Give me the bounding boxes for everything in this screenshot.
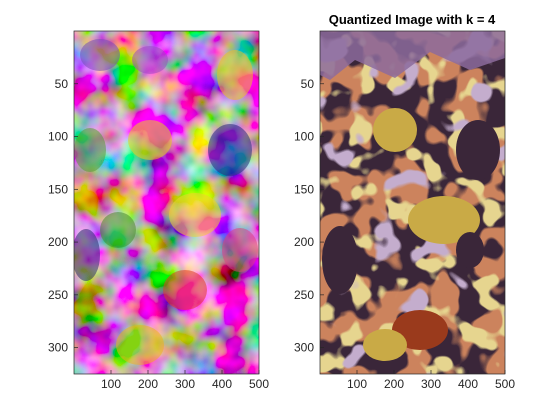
left-xtick-label: 100 [101,377,121,391]
right-ytick-label: 300 [294,341,314,355]
left-ytick-label: 50 [55,77,69,91]
original-image [72,31,259,374]
right-xtick-label: 200 [384,377,404,391]
left-xtick-label: 300 [175,377,195,391]
right-ytick-label: 200 [294,235,314,249]
right-ytick-label: 150 [294,182,314,196]
right-xtick-label: 300 [421,377,441,391]
quantized-image-title: Quantized Image with k = 4 [329,12,496,27]
axes-quantized-image: Quantized Image with k = 4 [294,12,515,391]
quantized-image [320,31,505,374]
left-xtick-label: 400 [212,377,232,391]
left-ytick-label: 300 [48,341,68,355]
right-xtick-label: 400 [458,377,478,391]
right-ytick-label: 250 [294,288,314,302]
left-ytick-label: 100 [48,130,68,144]
axes-original-image: 100 200 300 400 500 50 100 150 200 250 300 [48,31,269,391]
left-ytick-label: 200 [48,235,68,249]
right-ytick-label: 50 [301,77,315,91]
right-ytick-label: 100 [294,130,314,144]
left-ytick-label: 150 [48,182,68,196]
left-xtick-label: 500 [249,377,269,391]
right-xtick-label: 100 [347,377,367,391]
left-ytick-label: 250 [48,288,68,302]
left-xtick-label: 200 [138,377,158,391]
right-xtick-label: 500 [495,377,515,391]
